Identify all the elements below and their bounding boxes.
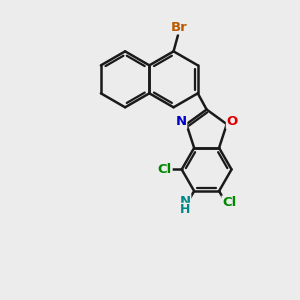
- Text: Br: Br: [170, 21, 187, 34]
- Text: Cl: Cl: [222, 196, 236, 209]
- Text: Cl: Cl: [158, 163, 172, 176]
- Text: N: N: [176, 115, 187, 128]
- Text: H: H: [180, 203, 190, 216]
- Text: N: N: [180, 194, 191, 208]
- Text: O: O: [226, 115, 238, 128]
